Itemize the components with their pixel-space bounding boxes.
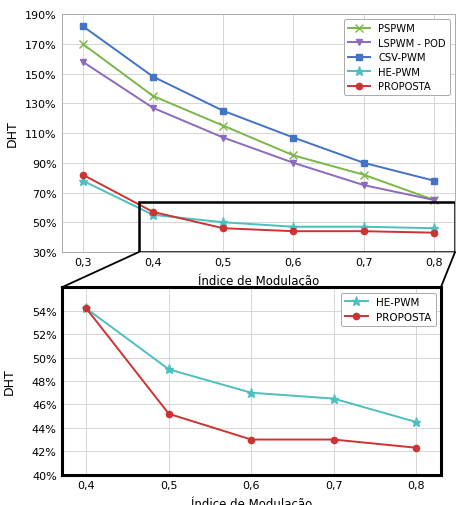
Bar — [139, 203, 455, 252]
X-axis label: Índice de Modulação: Índice de Modulação — [191, 495, 312, 505]
Legend: HE-PWM, PROPOSTA: HE-PWM, PROPOSTA — [341, 293, 436, 327]
Legend: PSPWM, LSPWM - POD, CSV-PWM, HE-PWM, PROPOSTA: PSPWM, LSPWM - POD, CSV-PWM, HE-PWM, PRO… — [345, 20, 450, 96]
Y-axis label: DHT: DHT — [3, 368, 16, 394]
X-axis label: Índice de Modulação: Índice de Modulação — [198, 273, 319, 287]
Y-axis label: DHT: DHT — [5, 121, 18, 147]
